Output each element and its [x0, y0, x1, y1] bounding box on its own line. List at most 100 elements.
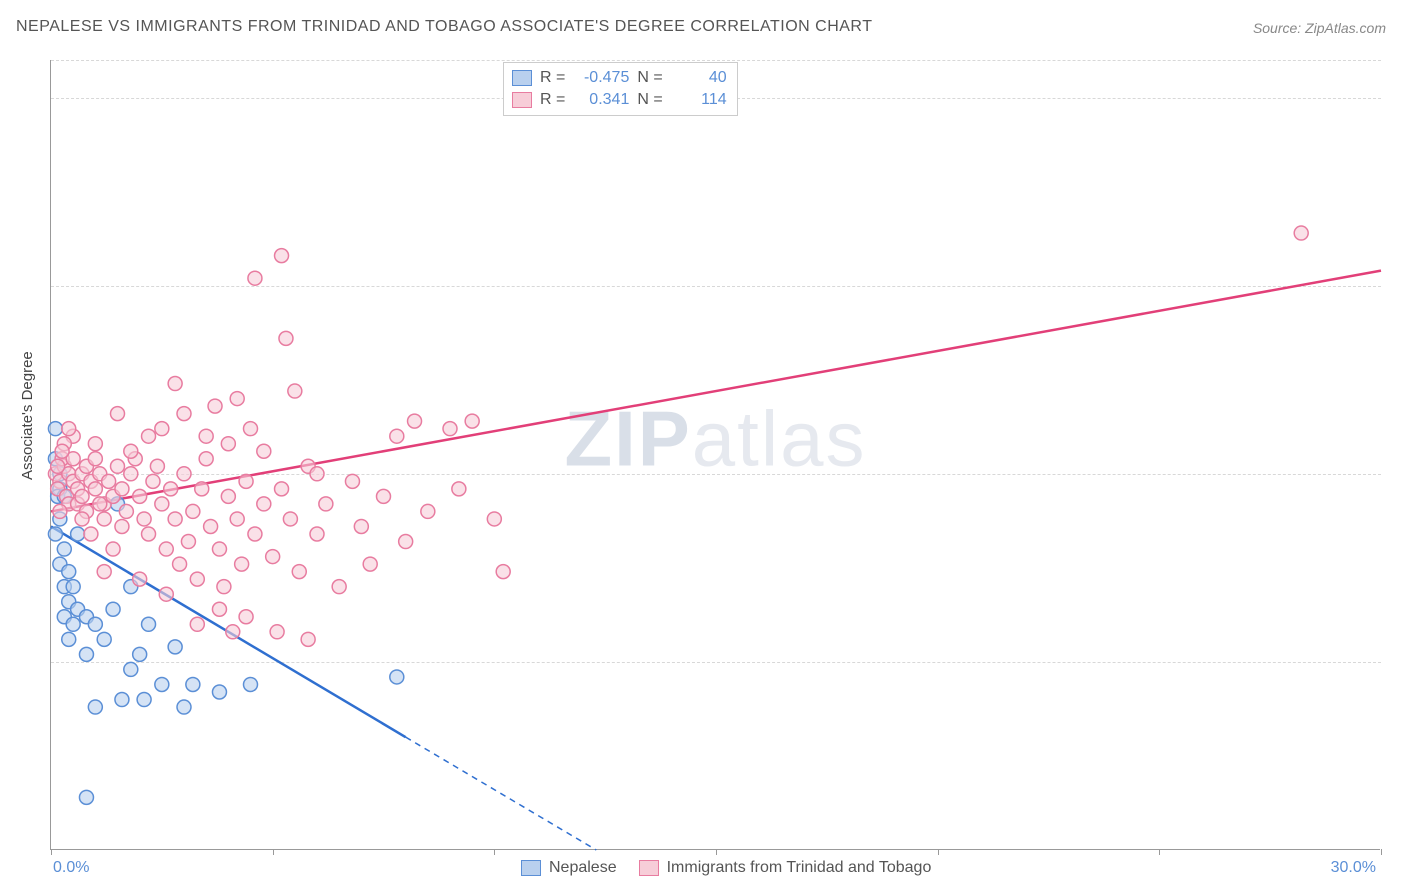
data-point-trinidad: [221, 489, 235, 503]
data-point-nepalese: [66, 580, 80, 594]
data-point-trinidad: [244, 422, 258, 436]
data-point-trinidad: [230, 392, 244, 406]
data-point-trinidad: [190, 617, 204, 631]
data-point-trinidad: [421, 504, 435, 518]
data-point-nepalese: [88, 617, 102, 631]
data-point-trinidad: [443, 422, 457, 436]
data-point-trinidad: [257, 497, 271, 511]
data-point-trinidad: [275, 249, 289, 263]
plot-region: ZIPatlas 25.0%50.0%75.0%100.0% R = -0.47…: [50, 60, 1380, 850]
chart-title: NEPALESE VS IMMIGRANTS FROM TRINIDAD AND…: [16, 18, 872, 36]
data-point-trinidad: [159, 587, 173, 601]
data-point-trinidad: [164, 482, 178, 496]
data-point-trinidad: [1294, 226, 1308, 240]
series-legend: Nepalese Immigrants from Trinidad and To…: [521, 859, 931, 877]
y-axis-label: Associate's Degree: [19, 351, 36, 480]
data-point-trinidad: [146, 474, 160, 488]
data-point-nepalese: [137, 693, 151, 707]
n-label: N =: [637, 89, 662, 111]
data-point-trinidad: [133, 489, 147, 503]
legend-swatch-trinidad: [639, 860, 659, 876]
x-tick-label: 30.0%: [1331, 859, 1376, 877]
data-point-trinidad: [408, 414, 422, 428]
data-point-nepalese: [177, 700, 191, 714]
data-point-trinidad: [275, 482, 289, 496]
data-point-nepalese: [66, 617, 80, 631]
data-point-trinidad: [310, 527, 324, 541]
data-point-trinidad: [248, 271, 262, 285]
data-point-nepalese: [88, 700, 102, 714]
data-point-trinidad: [111, 459, 125, 473]
data-point-nepalese: [97, 632, 111, 646]
swatch-nepalese: [512, 70, 532, 86]
data-point-trinidad: [354, 519, 368, 533]
data-point-trinidad: [239, 610, 253, 624]
data-point-trinidad: [181, 535, 195, 549]
data-point-nepalese: [168, 640, 182, 654]
data-point-nepalese: [79, 647, 93, 661]
data-point-trinidad: [106, 542, 120, 556]
data-point-trinidad: [248, 527, 262, 541]
r-value-trinidad: 0.341: [573, 89, 629, 111]
data-point-nepalese: [62, 632, 76, 646]
data-point-trinidad: [173, 557, 187, 571]
data-point-trinidad: [115, 482, 129, 496]
data-point-trinidad: [270, 625, 284, 639]
data-point-trinidad: [159, 542, 173, 556]
data-point-trinidad: [142, 527, 156, 541]
r-label: R =: [540, 89, 565, 111]
n-value-trinidad: 114: [671, 89, 727, 111]
y-tick-label: 100.0%: [1390, 90, 1406, 108]
data-point-nepalese: [48, 527, 62, 541]
data-point-nepalese: [62, 565, 76, 579]
data-point-trinidad: [465, 414, 479, 428]
data-point-trinidad: [124, 467, 138, 481]
data-point-trinidad: [195, 482, 209, 496]
data-point-trinidad: [75, 489, 89, 503]
data-point-trinidad: [204, 519, 218, 533]
legend-label-trinidad: Immigrants from Trinidad and Tobago: [667, 859, 932, 877]
data-point-nepalese: [124, 662, 138, 676]
legend-item-nepalese: Nepalese: [521, 859, 617, 877]
y-tick-label: 25.0%: [1390, 654, 1406, 672]
data-point-trinidad: [124, 444, 138, 458]
data-point-trinidad: [97, 565, 111, 579]
data-point-trinidad: [288, 384, 302, 398]
data-point-trinidad: [301, 632, 315, 646]
data-point-trinidad: [390, 429, 404, 443]
data-point-trinidad: [345, 474, 359, 488]
n-label: N =: [637, 67, 662, 89]
scatter-points-layer: [51, 60, 1381, 850]
y-tick-label: 50.0%: [1390, 466, 1406, 484]
data-point-trinidad: [230, 512, 244, 526]
data-point-trinidad: [217, 580, 231, 594]
data-point-trinidad: [62, 422, 76, 436]
x-tick: [1381, 849, 1382, 855]
chart-area: ZIPatlas 25.0%50.0%75.0%100.0% R = -0.47…: [50, 60, 1380, 850]
data-point-trinidad: [496, 565, 510, 579]
data-point-nepalese: [48, 422, 62, 436]
data-point-trinidad: [115, 519, 129, 533]
data-point-trinidad: [97, 512, 111, 526]
correlation-legend: R = -0.475 N = 40 R = 0.341 N = 114: [503, 62, 738, 116]
data-point-trinidad: [283, 512, 297, 526]
legend-row-trinidad: R = 0.341 N = 114: [512, 89, 727, 111]
legend-swatch-nepalese: [521, 860, 541, 876]
data-point-trinidad: [88, 452, 102, 466]
data-point-trinidad: [155, 422, 169, 436]
data-point-trinidad: [266, 550, 280, 564]
data-point-trinidad: [199, 452, 213, 466]
x-tick-label: 0.0%: [53, 859, 89, 877]
data-point-trinidad: [212, 602, 226, 616]
data-point-trinidad: [399, 535, 413, 549]
data-point-trinidad: [235, 557, 249, 571]
data-point-trinidad: [319, 497, 333, 511]
data-point-trinidad: [84, 527, 98, 541]
data-point-trinidad: [186, 504, 200, 518]
data-point-trinidad: [155, 497, 169, 511]
data-point-trinidad: [212, 542, 226, 556]
data-point-trinidad: [88, 437, 102, 451]
data-point-nepalese: [142, 617, 156, 631]
data-point-trinidad: [239, 474, 253, 488]
data-point-trinidad: [452, 482, 466, 496]
